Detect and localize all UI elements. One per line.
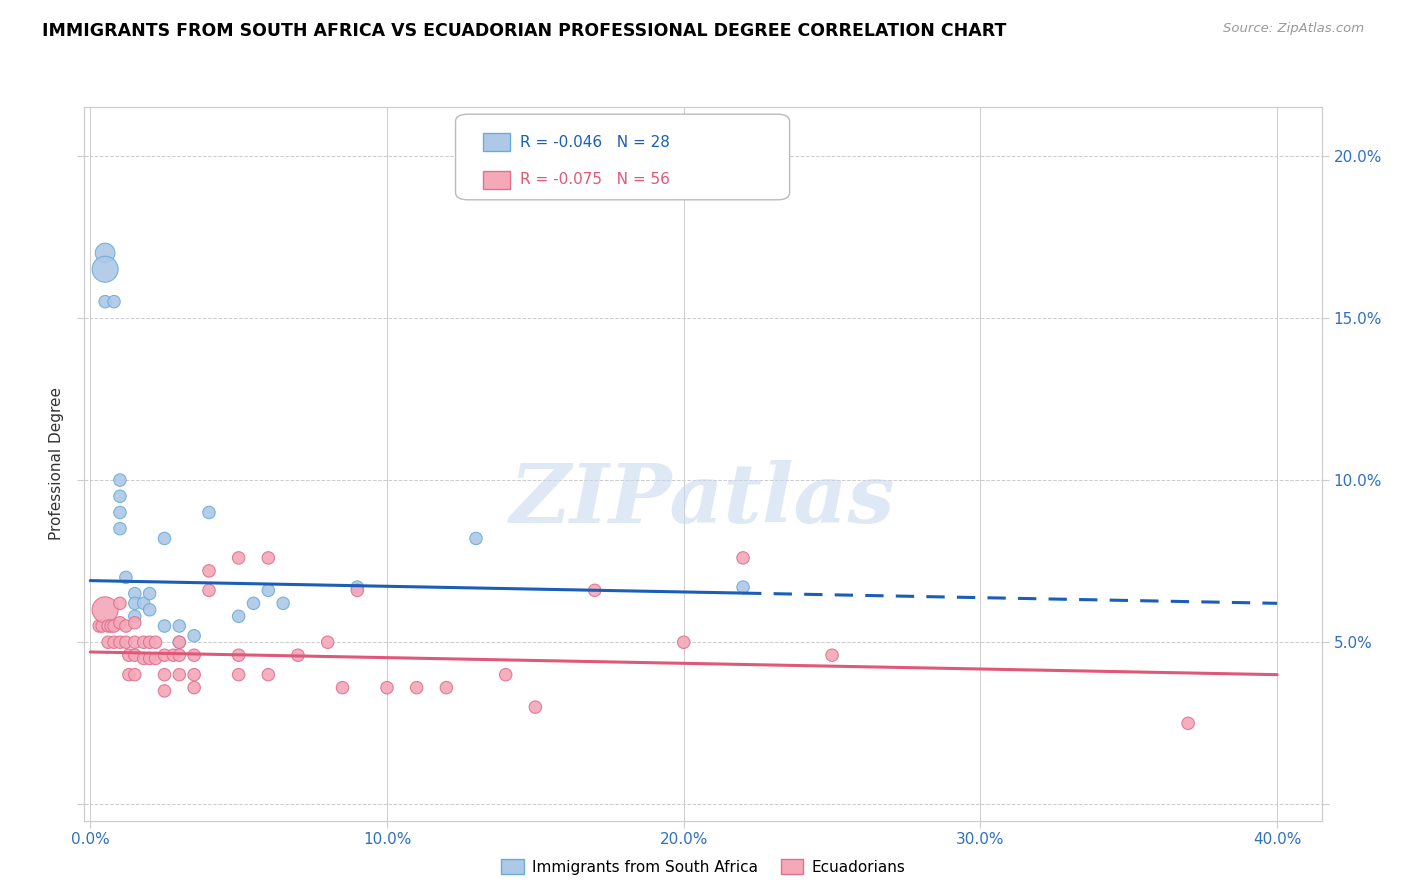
FancyBboxPatch shape bbox=[482, 133, 510, 152]
Point bbox=[316, 635, 339, 649]
Point bbox=[94, 603, 117, 617]
Point bbox=[346, 580, 368, 594]
Text: R = -0.075   N = 56: R = -0.075 N = 56 bbox=[520, 172, 669, 187]
Point bbox=[169, 635, 191, 649]
Point bbox=[257, 550, 280, 565]
Point bbox=[100, 619, 122, 633]
FancyBboxPatch shape bbox=[456, 114, 790, 200]
Text: ZIPatlas: ZIPatlas bbox=[510, 459, 896, 540]
Point bbox=[124, 667, 146, 681]
Point bbox=[228, 648, 250, 663]
Point bbox=[169, 667, 191, 681]
Point bbox=[257, 667, 280, 681]
Point bbox=[138, 651, 160, 665]
Point bbox=[465, 532, 488, 546]
Point bbox=[169, 619, 191, 633]
Point bbox=[1177, 716, 1199, 731]
Point bbox=[257, 583, 280, 598]
Point bbox=[132, 596, 155, 610]
Legend: Immigrants from South Africa, Ecuadorians: Immigrants from South Africa, Ecuadorian… bbox=[495, 853, 911, 880]
Point bbox=[108, 506, 131, 520]
Point bbox=[89, 619, 111, 633]
Point bbox=[138, 586, 160, 600]
Point bbox=[228, 667, 250, 681]
Point bbox=[103, 619, 125, 633]
Point bbox=[375, 681, 398, 695]
Point bbox=[124, 609, 146, 624]
Text: Source: ZipAtlas.com: Source: ZipAtlas.com bbox=[1223, 22, 1364, 36]
Point bbox=[94, 262, 117, 277]
Point bbox=[132, 635, 155, 649]
Point bbox=[183, 648, 205, 663]
Point bbox=[115, 635, 138, 649]
Point bbox=[183, 681, 205, 695]
Point bbox=[287, 648, 309, 663]
Text: IMMIGRANTS FROM SOUTH AFRICA VS ECUADORIAN PROFESSIONAL DEGREE CORRELATION CHART: IMMIGRANTS FROM SOUTH AFRICA VS ECUADORI… bbox=[42, 22, 1007, 40]
Point bbox=[108, 489, 131, 503]
Point bbox=[672, 635, 695, 649]
Point bbox=[346, 583, 368, 598]
Point bbox=[228, 550, 250, 565]
Point bbox=[153, 667, 176, 681]
Point bbox=[405, 681, 427, 695]
Point bbox=[198, 583, 221, 598]
Point bbox=[108, 596, 131, 610]
Point bbox=[108, 522, 131, 536]
Point bbox=[124, 635, 146, 649]
Point bbox=[108, 473, 131, 487]
Point bbox=[731, 580, 754, 594]
Point bbox=[91, 619, 114, 633]
Point bbox=[145, 635, 167, 649]
Point bbox=[97, 619, 120, 633]
Point bbox=[198, 506, 221, 520]
Point bbox=[153, 684, 176, 698]
Point bbox=[183, 667, 205, 681]
Point bbox=[94, 246, 117, 260]
Point bbox=[97, 635, 120, 649]
Text: R = -0.046   N = 28: R = -0.046 N = 28 bbox=[520, 135, 669, 150]
Point bbox=[124, 586, 146, 600]
FancyBboxPatch shape bbox=[482, 170, 510, 189]
Point bbox=[583, 583, 606, 598]
Point bbox=[524, 700, 547, 714]
Point bbox=[821, 648, 844, 663]
Point bbox=[228, 609, 250, 624]
Point bbox=[115, 619, 138, 633]
Point bbox=[138, 635, 160, 649]
Point bbox=[118, 667, 141, 681]
Point bbox=[198, 564, 221, 578]
Point bbox=[162, 648, 184, 663]
Point bbox=[153, 532, 176, 546]
Point bbox=[183, 629, 205, 643]
Point bbox=[124, 596, 146, 610]
Point bbox=[242, 596, 264, 610]
Point bbox=[153, 648, 176, 663]
Point bbox=[332, 681, 354, 695]
Point bbox=[495, 667, 517, 681]
Point bbox=[108, 635, 131, 649]
Point bbox=[169, 635, 191, 649]
Point bbox=[271, 596, 294, 610]
Point bbox=[132, 651, 155, 665]
Point bbox=[115, 570, 138, 584]
Point bbox=[103, 635, 125, 649]
Point bbox=[103, 294, 125, 309]
Point bbox=[153, 619, 176, 633]
Point bbox=[138, 603, 160, 617]
Point bbox=[124, 648, 146, 663]
Point bbox=[169, 648, 191, 663]
Y-axis label: Professional Degree: Professional Degree bbox=[49, 387, 65, 541]
Point bbox=[145, 651, 167, 665]
Point bbox=[94, 294, 117, 309]
Point bbox=[434, 681, 457, 695]
Point bbox=[108, 615, 131, 630]
Point bbox=[124, 615, 146, 630]
Point bbox=[731, 550, 754, 565]
Point bbox=[118, 648, 141, 663]
